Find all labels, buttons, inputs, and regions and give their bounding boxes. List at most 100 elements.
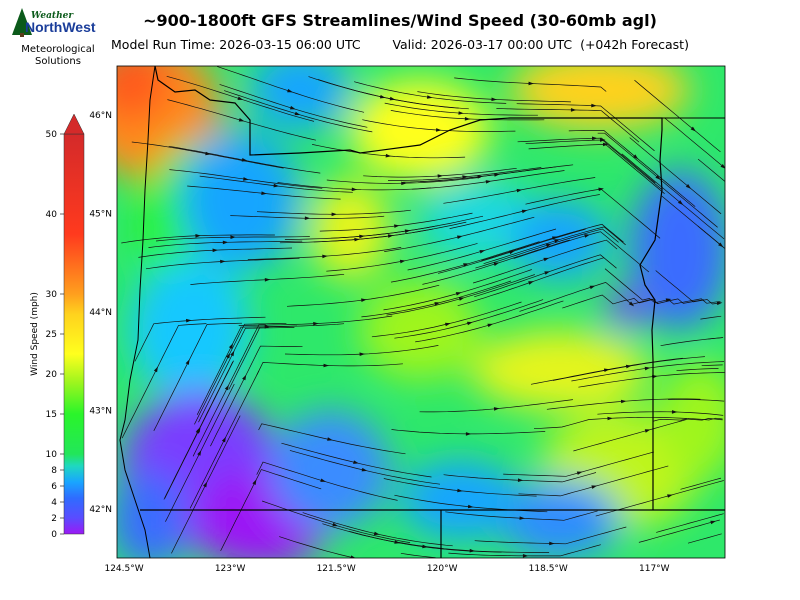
streamline-arrow [665, 298, 672, 302]
colorbar-tick-label: 25 [46, 330, 57, 340]
y-tick-label: 46°N [89, 111, 112, 121]
streamline-arrow [633, 154, 639, 160]
streamline-arrow [625, 364, 632, 369]
streamline [634, 79, 721, 153]
streamline [621, 153, 725, 240]
colorbar-ticks: 0 2 4 6 8 10 15 20 25 30 40 50 [46, 130, 64, 540]
streamline-arrow [600, 138, 606, 142]
streamline-arrow [230, 235, 236, 239]
streamline-arrow [203, 481, 208, 488]
streamline [697, 158, 725, 182]
streamline [656, 513, 724, 533]
x-tick-label: 123°W [215, 564, 246, 574]
x-tick-label: 120°W [427, 564, 458, 574]
streamline [578, 372, 725, 388]
streamline-arrow [607, 416, 613, 421]
streamline-arrow [528, 281, 534, 285]
streamline [700, 315, 722, 320]
colorbar-tick-label: 15 [46, 410, 57, 420]
streamline [638, 519, 720, 543]
colorbar-bar [63, 133, 85, 535]
streamline-arrow [584, 234, 590, 238]
colorbar-tick-label: 10 [46, 450, 58, 460]
chart-title: ~900-1800ft GFS Streamlines/Wind Speed (… [143, 11, 657, 30]
streamline-arrow [457, 488, 463, 493]
streamline-arrow [554, 239, 560, 243]
map-frame [116, 65, 726, 559]
streamline-arrow [528, 81, 534, 86]
chart-subtitle: Model Run Time: 2026-03-15 06:00 UTC Val… [0, 37, 800, 52]
streamline-arrow [354, 237, 360, 242]
or-idaho-border [639, 129, 663, 510]
streamline-arrow [671, 410, 678, 414]
streamline-arrow [353, 460, 359, 464]
streamline-arrow [469, 548, 476, 553]
streamline-arrow [436, 128, 442, 132]
streamline-arrow [718, 242, 724, 248]
streamline-arrow [434, 302, 441, 306]
streamline-arrow [224, 384, 229, 391]
colorbar-tick-label: 8 [51, 466, 57, 476]
streamline [680, 477, 722, 490]
y-tick-label: 44°N [89, 308, 112, 318]
streamline-arrow [359, 234, 365, 239]
streamline [629, 137, 722, 215]
streamline-arrow [242, 374, 247, 381]
streamline-arrow [685, 184, 692, 189]
wa-or-border [154, 66, 663, 156]
streamline-arrow [422, 544, 428, 549]
streamline-arrow [327, 437, 333, 441]
streamline-arrow [620, 399, 627, 404]
x-tick-label: 121.5°W [317, 564, 356, 574]
streamline-arrow [458, 297, 465, 301]
streamline-arrow [320, 478, 326, 482]
colorbar-tick-label: 6 [51, 482, 57, 492]
y-tick-label: 42°N [89, 505, 112, 515]
streamline-arrow [195, 427, 200, 434]
streamline-arrow [467, 321, 473, 326]
streamline-arrow [445, 322, 451, 327]
streamline-arrow [644, 429, 651, 433]
streamline-arrow [322, 254, 328, 259]
streamline-arrow [221, 436, 226, 443]
streamline-arrow [491, 97, 497, 102]
streamline-arrow [222, 240, 229, 245]
streamline-arrow [677, 200, 684, 205]
x-tick-label: 124.5°W [104, 564, 143, 574]
streamline [687, 533, 722, 544]
streamline-arrow [261, 191, 267, 195]
streamline-arrow [589, 285, 596, 290]
streamline [597, 411, 724, 416]
streamline-arrow [467, 504, 474, 509]
streamline-arrow [401, 181, 407, 186]
streamline-arrow [576, 471, 583, 475]
streamline-arrow [591, 103, 597, 108]
streamline-arrow [394, 224, 400, 228]
streamline [653, 417, 723, 422]
streamline [660, 337, 724, 347]
streamline-arrow [517, 478, 524, 482]
streamline-arrow [690, 126, 696, 132]
streamline-arrow [462, 175, 468, 179]
logo-caption-line-1: Meteorological [21, 44, 95, 55]
streamline-arrow [350, 555, 356, 558]
streamline-arrow [522, 554, 529, 558]
logo: Weather NorthWest [5, 5, 115, 75]
streamline-arrow [552, 236, 558, 240]
streamline [661, 195, 722, 246]
y-tick-label: 43°N [89, 406, 112, 416]
colorbar: 0 2 4 6 8 10 15 20 25 30 40 50 Wind Speed (mph) [30, 113, 85, 540]
streamline-arrow [592, 136, 598, 141]
streamlines [121, 66, 725, 558]
streamline-arrow [655, 175, 661, 180]
streamline-arrow [570, 108, 577, 112]
logo-caption: Meteorological Solutions [8, 44, 108, 68]
streamline-arrow [186, 318, 192, 323]
logo-caption-line-2: Solutions [35, 56, 81, 67]
state-borders [119, 66, 725, 558]
tree-icon [12, 8, 32, 37]
streamline-arrow [197, 450, 202, 456]
streamline-arrow [238, 118, 245, 122]
streamline-arrow [230, 350, 235, 357]
